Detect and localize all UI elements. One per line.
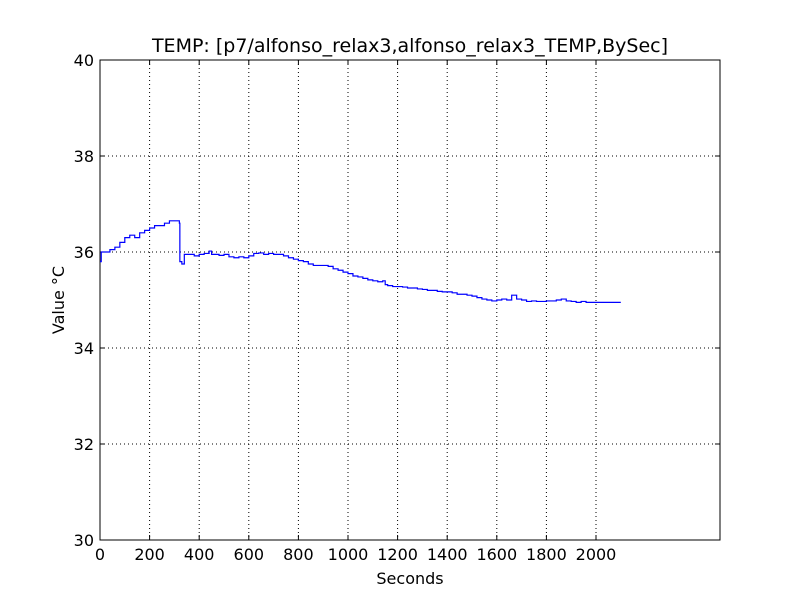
x-tick-label: 1200 xyxy=(377,545,418,564)
y-tick-label: 34 xyxy=(74,339,94,358)
x-tick-label: 600 xyxy=(234,545,265,564)
x-tick-label: 1600 xyxy=(476,545,517,564)
y-tick-label: 40 xyxy=(74,51,94,70)
y-tick-label: 38 xyxy=(74,147,94,166)
x-tick-label: 1800 xyxy=(526,545,567,564)
x-tick-label: 0 xyxy=(95,545,105,564)
grid-lines xyxy=(100,60,720,540)
x-tick-label: 200 xyxy=(134,545,165,564)
y-tick-label: 30 xyxy=(74,531,94,550)
series-group xyxy=(100,220,621,303)
x-tick-label: 800 xyxy=(283,545,314,564)
x-axis-label: Seconds xyxy=(376,569,443,588)
plot-area-frame xyxy=(99,59,721,541)
axis-ticks: 0 200 400 600 800 1000 1200 1400 1600 1800 2000 30 3… xyxy=(74,51,720,564)
series-line-temp xyxy=(100,220,621,303)
y-tick-label: 36 xyxy=(74,243,94,262)
x-tick-label: 2000 xyxy=(576,545,617,564)
x-tick-label: 1400 xyxy=(427,545,468,564)
y-axis-label: Value °C xyxy=(49,266,68,334)
chart-title: TEMP: [p7/alfonso_relax3,alfonso_relax3_… xyxy=(151,35,668,57)
x-tick-label: 400 xyxy=(184,545,215,564)
y-tick-label: 32 xyxy=(74,435,94,454)
x-tick-label: 1000 xyxy=(328,545,369,564)
